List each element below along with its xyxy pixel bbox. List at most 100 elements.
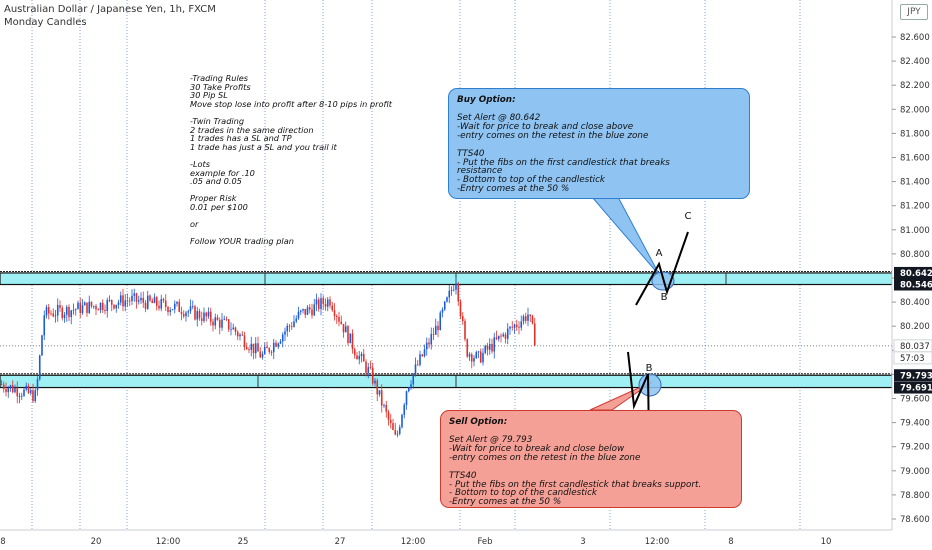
y-tick-label: 81.000 (900, 226, 930, 236)
candle-body (245, 347, 248, 350)
candle-body (16, 388, 19, 397)
candle-body (353, 349, 356, 356)
price-label: 57:03 (900, 354, 925, 364)
note-line: Follow YOUR trading plan (190, 236, 294, 247)
candle-body (331, 305, 334, 311)
candle-body (317, 299, 320, 310)
candle-body (104, 309, 106, 312)
candle-body (493, 337, 496, 352)
candle-body (185, 312, 187, 317)
candle-body (470, 354, 473, 362)
candle-body (412, 373, 415, 385)
candle-body (473, 357, 475, 362)
candle-body (27, 385, 30, 393)
price-label-bg (894, 369, 932, 382)
price-label: 79.793 (900, 371, 932, 381)
candle-body (126, 300, 129, 302)
candle-body (504, 334, 507, 339)
candle-body (468, 354, 471, 357)
candle-body (533, 323, 536, 346)
candle-body (101, 302, 104, 310)
candle-body (340, 321, 343, 324)
candle-body (308, 307, 311, 310)
y-tick-label: 79.000 (900, 467, 930, 477)
candle-body (506, 328, 509, 339)
currency-badge[interactable]: JPY (900, 4, 928, 20)
candle-body (83, 302, 86, 306)
candle-body (144, 302, 147, 309)
sell-entry-ellipse (638, 373, 662, 397)
note-line: 1 trades has a SL and TP (190, 133, 292, 144)
candle-body (56, 305, 59, 316)
sell-note-line: -Entry comes at the 50 % (449, 497, 562, 508)
candle-body (396, 433, 399, 435)
buy-note-line: -entry comes on the retest in the blue z… (457, 130, 649, 141)
buy-point-label: B (661, 292, 668, 303)
candle-body (432, 334, 435, 335)
candle-body (495, 337, 498, 339)
candle-body (369, 367, 372, 369)
candle-body (380, 390, 383, 406)
y-tick-label: 80.800 (900, 250, 930, 260)
note-line: 1 trade has just a SL and you trail it (190, 141, 337, 152)
y-tick-label: 82.200 (900, 81, 930, 91)
candle-body (52, 313, 55, 317)
candle-body (63, 314, 66, 318)
candle-body (81, 305, 84, 314)
candle-body (367, 367, 370, 373)
candle-body (34, 390, 37, 402)
candle-body (70, 310, 73, 318)
candle-body (482, 352, 484, 363)
candle-body (315, 299, 318, 305)
candle-body (110, 299, 113, 305)
note-line: -Twin Trading (190, 115, 245, 126)
candle-body (520, 321, 523, 328)
x-tick-label: 20 (91, 537, 102, 547)
candle-body (428, 342, 430, 345)
candle-body (261, 353, 264, 358)
buy-fib-path (635, 231, 689, 306)
candle-body (119, 295, 122, 303)
buy-callout-pointer (590, 196, 661, 277)
candle-body (529, 314, 532, 317)
candle-body (358, 356, 361, 360)
candle-body (290, 326, 293, 328)
candle-body (257, 343, 259, 352)
candle-body (2, 384, 5, 389)
candle-body (117, 302, 120, 305)
candle-body (295, 318, 298, 322)
trading-rules-note: -Trading Rules 30 Take Profits 30 Pip SL Mo… (190, 74, 392, 246)
candle-body (9, 385, 12, 389)
candle-body (443, 301, 446, 310)
candle-body (214, 317, 217, 326)
candle-body (446, 297, 448, 302)
candle-body (439, 312, 442, 331)
note-line: Proper Risk (190, 193, 237, 204)
candle-body (7, 388, 10, 393)
candle-body (329, 299, 331, 306)
candle-body (167, 306, 169, 313)
candle-body (383, 404, 385, 406)
candle-body (448, 290, 451, 298)
candle-body (97, 309, 100, 311)
note-line: 2 trades in the same direction (190, 124, 314, 135)
candle-body (281, 334, 284, 342)
candle-body (322, 298, 325, 305)
candle-body (239, 334, 241, 337)
note-line: 30 Take Profits (190, 81, 251, 92)
candle-body (457, 283, 460, 302)
candle-body (11, 385, 14, 393)
sell-note-line: - Bottom to top of the candlestick (449, 488, 598, 499)
candle-body (513, 324, 516, 328)
candle-body (450, 290, 453, 292)
candle-body (205, 312, 208, 317)
candle-body (162, 299, 165, 301)
candle-body (142, 297, 145, 303)
candle-body (25, 385, 28, 390)
candle-body (515, 324, 518, 327)
candle-body (302, 308, 304, 311)
candle-body (86, 302, 88, 313)
candle-body (259, 351, 262, 358)
candle-body (223, 318, 226, 320)
candle-body (68, 306, 70, 318)
